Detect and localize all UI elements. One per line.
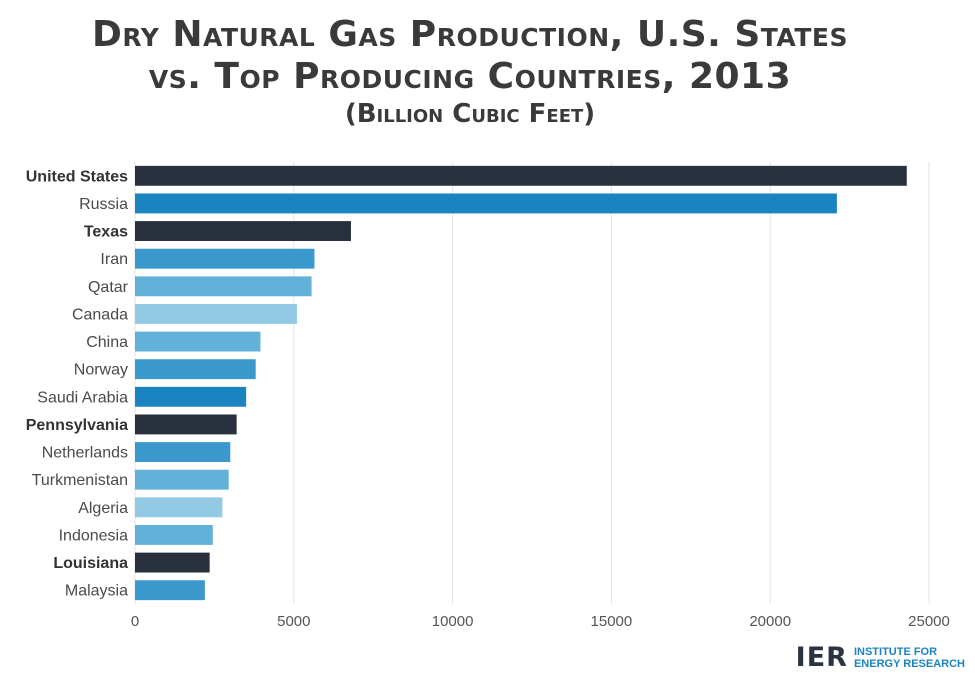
x-tick-label: 25000	[908, 613, 950, 630]
category-label: Indonesia	[59, 527, 128, 544]
category-label: China	[86, 334, 128, 351]
bar	[135, 331, 261, 352]
chart-subtitle: (Billion Cubic Feet)	[344, 99, 596, 129]
bar	[135, 165, 907, 186]
bar	[135, 359, 256, 380]
bar	[135, 248, 315, 269]
x-tick-label: 15000	[591, 613, 633, 630]
bar	[135, 469, 229, 490]
category-label: Algeria	[78, 500, 128, 517]
x-axis-ticks: 0 5000 10000 15000 20000 25000	[131, 613, 950, 630]
bar	[135, 221, 351, 242]
x-tick-label: 10000	[432, 613, 474, 630]
category-label: Texas	[84, 224, 128, 241]
x-tick-label: 20000	[749, 613, 791, 630]
bar	[135, 193, 837, 214]
chart-title-line1: Dry Natural Gas Production, U.S. States	[92, 14, 848, 55]
category-label: Norway	[74, 362, 128, 379]
ier-logo-mark: IER	[795, 642, 848, 673]
category-label: Iran	[100, 251, 128, 268]
category-label: Saudi Arabia	[37, 389, 128, 406]
category-label: United States	[26, 168, 128, 185]
bar	[135, 524, 213, 545]
ier-logo-line2: ENERGY RESEARCH	[853, 657, 965, 670]
category-label: Russia	[79, 196, 128, 213]
bar	[135, 276, 312, 297]
bar	[135, 497, 223, 518]
category-label: Louisiana	[53, 555, 128, 572]
category-label: Turkmenistan	[32, 472, 128, 489]
bar	[135, 552, 210, 573]
bar	[135, 386, 247, 407]
bar	[135, 580, 205, 601]
category-label: Canada	[72, 306, 128, 323]
ier-logo-line1: INSTITUTE FOR	[853, 645, 938, 658]
x-tick-label: 0	[131, 613, 139, 630]
bar	[135, 303, 297, 324]
bar	[135, 442, 231, 463]
ier-logo-text: INSTITUTE FOR ENERGY RESEARCH	[854, 646, 965, 670]
x-tick-label: 5000	[277, 613, 310, 630]
category-label: Netherlands	[42, 445, 128, 462]
chart-title-block: Dry Natural Gas Production, U.S. States …	[0, 14, 940, 130]
category-label: Qatar	[88, 279, 129, 296]
category-labels: United States Russia Texas Iran Qatar Canada C…	[26, 168, 129, 599]
category-label: Pennsylvania	[26, 417, 128, 434]
chart-title-line2: vs. Top Producing Countries, 2013	[148, 56, 792, 97]
ier-logo: IER INSTITUTE FOR ENERGY RESEARCH	[796, 642, 965, 673]
bar	[135, 414, 237, 435]
category-label: Malaysia	[65, 583, 128, 600]
bars	[135, 165, 907, 601]
